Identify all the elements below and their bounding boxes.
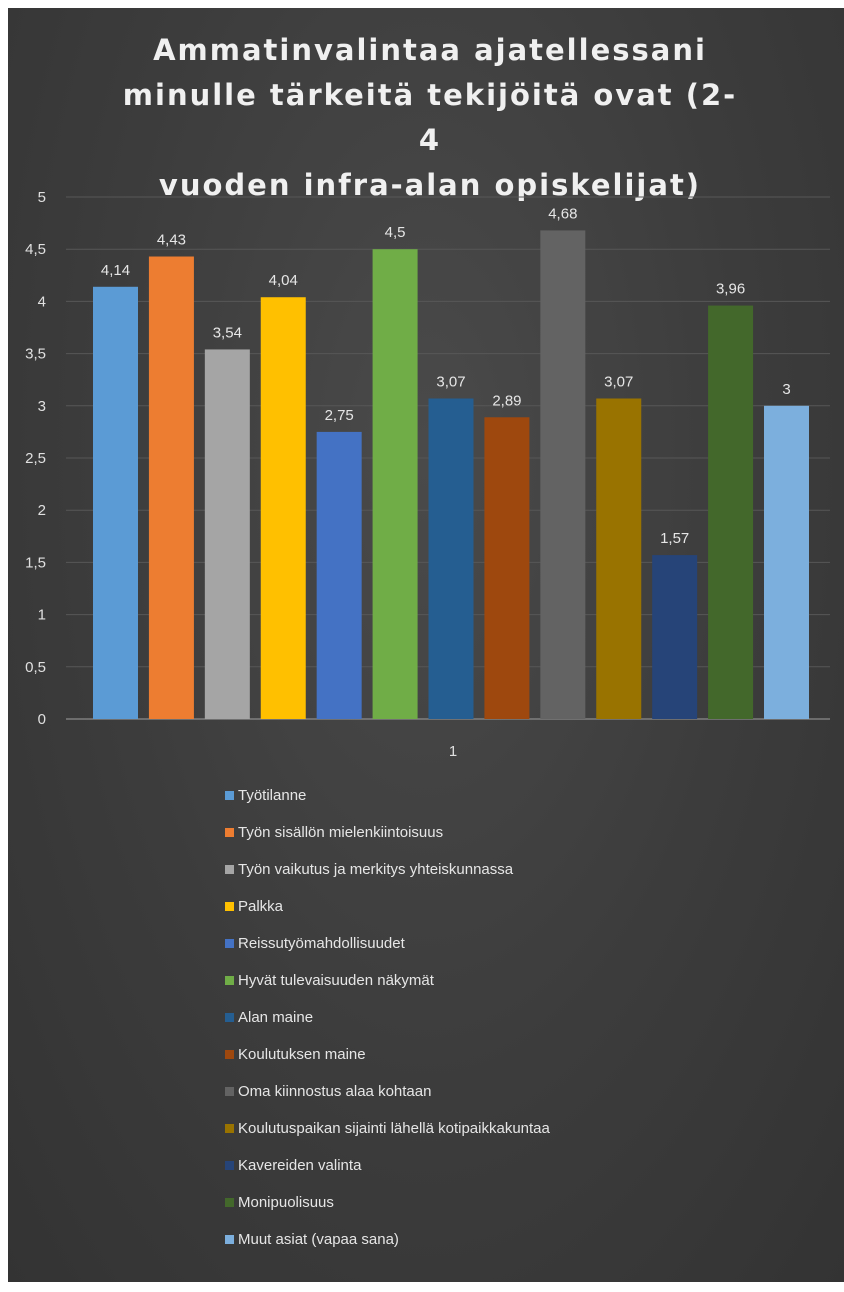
legend-swatch: [225, 827, 234, 837]
legend-label: Työn vaikutus ja merkitys yhteiskunnassa: [238, 860, 514, 878]
data-label: 3,96: [716, 281, 745, 298]
legend-label: Muut asiat (vapaa sana): [238, 1230, 399, 1248]
page-background-notch: [0, 710, 8, 740]
legend-label: Kavereiden valinta: [238, 1156, 362, 1174]
bar: [372, 249, 418, 719]
chart-title-line: minulle tärkeitä tekijöitä ovat (2-4: [122, 78, 738, 157]
legend-item: Oma kiinnostus alaa kohtaan: [225, 1081, 431, 1101]
data-label: 4,14: [101, 262, 130, 279]
legend-item: Alan maine: [225, 1007, 313, 1027]
chart-area: [8, 8, 844, 1282]
legend-swatch: [225, 1012, 234, 1022]
x-axis-categories: 1: [449, 743, 457, 760]
legend-item: Reissutyömahdollisuudet: [225, 933, 405, 953]
chart-title: Ammatinvalintaa ajatellessani minulle tä…: [120, 28, 740, 208]
y-axis-ticks: 0 0,5 1 1,5 2 2,5 3 3,5 4 4,5 5: [25, 189, 46, 728]
data-label: 3,07: [436, 373, 465, 390]
legend-item: Hyvät tulevaisuuden näkymät: [225, 970, 434, 990]
legend-label: Oma kiinnostus alaa kohtaan: [238, 1082, 432, 1100]
legend-swatch: [225, 975, 234, 985]
bar: [652, 555, 698, 719]
legend-swatch: [225, 864, 234, 874]
bar: [596, 398, 642, 719]
bar: [204, 349, 250, 719]
legend-label: Alan maine: [238, 1008, 314, 1026]
legend-swatch: [225, 1049, 234, 1059]
data-label: 4,04: [269, 272, 298, 289]
legend-swatch: [225, 901, 234, 911]
legend-swatch: [225, 938, 234, 948]
legend-swatch: [225, 1123, 234, 1133]
legend-item: Monipuolisuus: [225, 1192, 334, 1212]
legend-label: Koulutuspaikan sijainti lähellä kotipaik…: [238, 1119, 550, 1137]
legend-item: Koulutuspaikan sijainti lähellä kotipaik…: [225, 1118, 550, 1138]
bar: [764, 405, 809, 719]
bar: [540, 230, 586, 719]
legend-item: Työn vaikutus ja merkitys yhteiskunnassa: [225, 859, 513, 879]
bars: [93, 230, 809, 719]
legend-item: Muut asiat (vapaa sana): [225, 1229, 399, 1249]
legend-label: Koulutuksen maine: [238, 1045, 366, 1063]
chart-title-line: Ammatinvalintaa ajatellessani: [153, 33, 707, 67]
legend-swatch: [225, 790, 234, 800]
legend-label: Reissutyömahdollisuudet: [238, 934, 405, 952]
data-label: 2,89: [492, 392, 521, 409]
legend-label: Monipuolisuus: [238, 1193, 334, 1211]
bar: [484, 417, 530, 719]
legend-label: Palkka: [238, 897, 284, 915]
legend-swatch: [225, 1086, 234, 1096]
bar: [708, 305, 754, 719]
data-label: 1,57: [660, 530, 689, 547]
y-tick-label: 5: [38, 189, 46, 206]
y-tick-label: 2: [38, 502, 46, 519]
y-tick-label: 3,5: [25, 346, 46, 363]
legend-item: Palkka: [225, 896, 283, 916]
data-label: 4,43: [157, 232, 186, 249]
data-label: 3,07: [604, 373, 633, 390]
legend-label: Hyvät tulevaisuuden näkymät: [238, 971, 434, 989]
legend-label: Työtilanne: [238, 786, 307, 804]
bar: [148, 256, 194, 719]
legend-item: Kavereiden valinta: [225, 1155, 361, 1175]
bar: [428, 398, 474, 719]
y-tick-label: 0: [38, 711, 46, 728]
legend-item: Työn sisällön mielenkiintoisuus: [225, 822, 443, 842]
y-tick-label: 1: [38, 607, 46, 624]
bar: [260, 297, 306, 719]
data-labels: 4,14 4,43 3,54 4,04 2,75 4,5 3,07 2,89 4,68 3,07 1…: [101, 205, 791, 547]
legend-swatch: [225, 1197, 234, 1207]
bar: [316, 431, 362, 719]
plot-area: 00,511,522,533,544,55 4,144,433,544,042,…: [25, 189, 830, 760]
data-label: 3,54: [213, 324, 242, 341]
y-tick-label: 2,5: [25, 450, 46, 467]
bar: [93, 286, 138, 719]
legend-item: Koulutuksen maine: [225, 1044, 366, 1064]
chart-title-line: vuoden infra-alan opiskelijat): [158, 168, 702, 202]
legend-swatch: [225, 1160, 234, 1170]
data-label: 4,5: [385, 224, 406, 241]
y-tick-label: 3: [38, 398, 46, 415]
y-tick-label: 1,5: [25, 554, 46, 571]
y-tick-label: 0,5: [25, 659, 46, 676]
x-category-label: 1: [449, 743, 457, 760]
data-label: 3: [782, 381, 790, 398]
legend-swatch: [225, 1234, 234, 1244]
legend-label: Työn sisällön mielenkiintoisuus: [238, 823, 444, 841]
y-tick-label: 4: [38, 293, 46, 310]
data-label: 2,75: [325, 407, 354, 424]
y-tick-label: 4,5: [25, 241, 46, 258]
legend-item: Työtilanne: [225, 785, 306, 805]
data-label: 4,68: [548, 205, 577, 222]
